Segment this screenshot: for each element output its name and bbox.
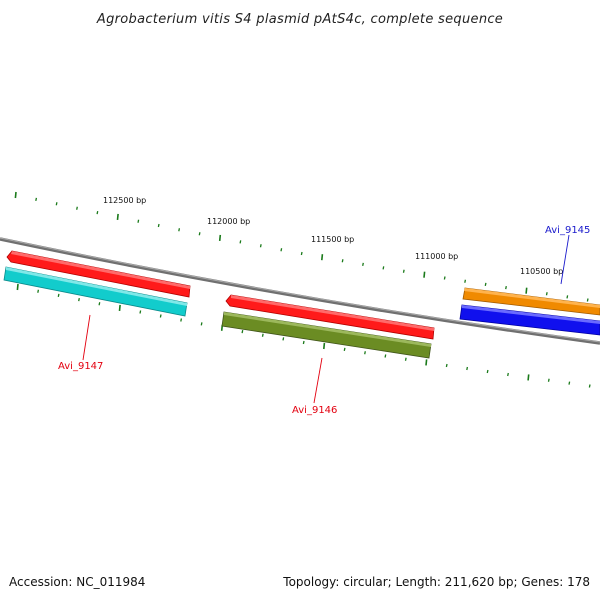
summary-text: Topology: circular; Length: 211,620 bp; … (282, 575, 590, 589)
leader-avi-9145 (560, 234, 570, 285)
inner-tick (200, 322, 203, 326)
outer-tick (14, 191, 17, 199)
outer-tick (157, 223, 160, 228)
feature-avi-9146-olive[interactable] (221, 311, 432, 359)
scale-label-112000: 112000 bp (207, 217, 250, 226)
outer-tick (362, 262, 364, 267)
inner-tick (78, 297, 80, 302)
outer-tick (464, 279, 467, 283)
outer-tick (423, 271, 426, 278)
outer-tick (341, 259, 344, 263)
inner-tick (98, 302, 101, 306)
inner-tick (466, 366, 469, 371)
map-title: Agrobacterium vitis S4 plasmid pAtS4c, c… (96, 12, 503, 27)
inner-tick (588, 384, 591, 388)
inner-tick (486, 369, 489, 374)
outer-tick (525, 287, 528, 294)
inner-tick (37, 289, 40, 293)
outer-tick (443, 276, 446, 280)
inner-tick (57, 293, 60, 298)
leader-avi-9146 (313, 357, 323, 404)
leader-avi-9147 (82, 314, 91, 361)
gene-label-avi-9147[interactable]: Avi_9147 (58, 361, 103, 372)
inner-tick (282, 337, 285, 341)
inner-tick (568, 381, 571, 385)
inner-tick (139, 310, 142, 314)
inner-tick (241, 329, 244, 334)
outer-tick (76, 206, 78, 210)
feature-avi-9145-orange[interactable] (462, 287, 600, 316)
inner-tick (384, 354, 387, 358)
outer-tick (259, 244, 262, 248)
feature-avi-9145-blue[interactable] (459, 304, 600, 336)
inner-tick (302, 340, 305, 345)
outer-tick (545, 292, 548, 296)
inner-tick (445, 363, 448, 368)
inner-tick (261, 333, 264, 337)
outer-tick (35, 197, 38, 202)
outer-tick (178, 228, 181, 232)
outer-tick (586, 298, 589, 302)
gene-label-avi-9145[interactable]: Avi_9145 (545, 225, 590, 236)
inner-tick (527, 374, 530, 381)
inner-tick (323, 342, 326, 350)
feature-avi-9146-red[interactable] (225, 294, 435, 340)
inner-tick (547, 378, 550, 382)
gene-label-avi-9146[interactable]: Avi_9146 (292, 405, 337, 416)
outer-tick (382, 266, 385, 270)
inner-tick (425, 359, 428, 366)
outer-tick (505, 285, 507, 290)
outer-tick (300, 251, 303, 256)
scale-label-112500: 112500 bp (103, 196, 146, 205)
inner-tick (159, 314, 162, 318)
outer-tick (484, 282, 487, 287)
outer-tick (116, 213, 119, 220)
outer-tick (280, 248, 283, 252)
sequence-backbone (0, 237, 600, 345)
accession-text: Accession: NC_011984 (9, 575, 145, 589)
outer-tick (137, 219, 140, 223)
outer-tick (198, 232, 201, 236)
feature-avi-9147-cyan[interactable] (3, 266, 188, 317)
scale-label-111000: 111000 bp (415, 252, 458, 261)
outer-tick (566, 295, 569, 299)
outer-tick (321, 254, 324, 261)
scale-label-110500: 110500 bp (520, 267, 563, 276)
inner-tick (404, 357, 407, 361)
inner-tick (118, 304, 121, 311)
inner-tick (364, 351, 366, 355)
feature-avi-9147-red[interactable] (6, 250, 191, 298)
outer-tick (402, 269, 405, 273)
outer-tick (96, 210, 99, 215)
outer-tick (239, 240, 242, 244)
outer-tick (55, 202, 58, 206)
inner-tick (343, 347, 346, 352)
inner-tick (180, 318, 183, 322)
scale-label-111500: 111500 bp (311, 235, 354, 244)
inner-tick (507, 372, 509, 377)
outer-tick (218, 234, 222, 241)
outer-tick-row (14, 191, 589, 302)
inner-tick (16, 283, 19, 291)
